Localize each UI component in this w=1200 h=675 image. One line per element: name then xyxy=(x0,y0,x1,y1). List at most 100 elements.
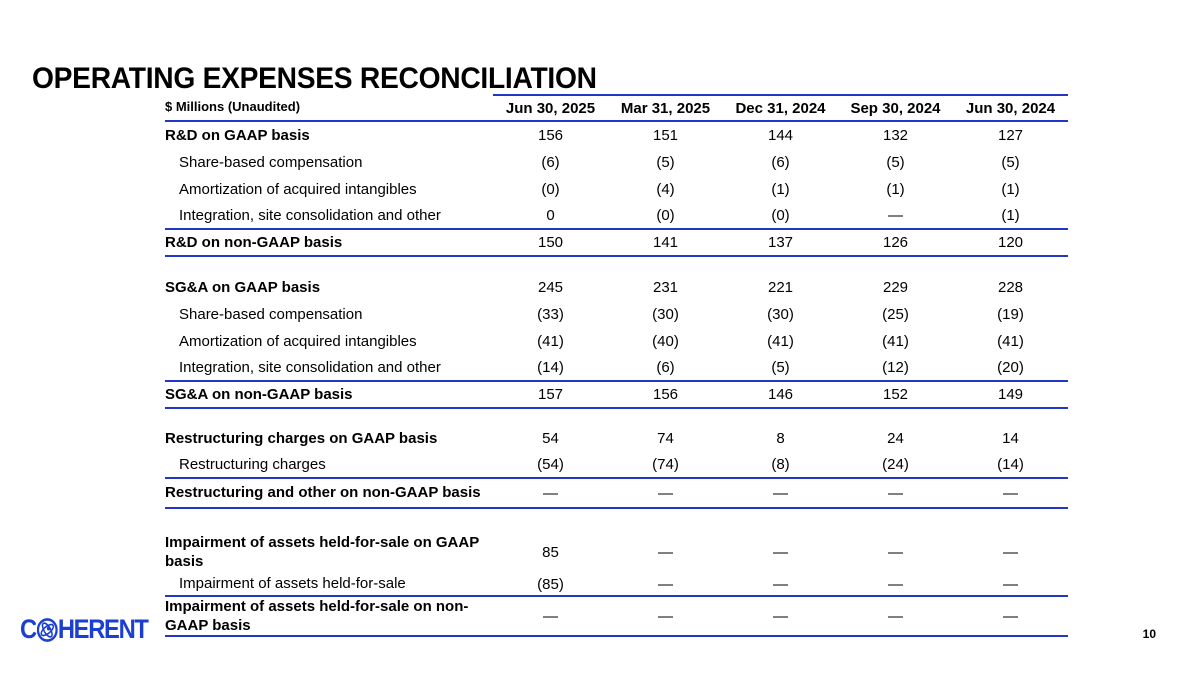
table-row: Restructuring charges on GAAP basis 54 74 8… xyxy=(165,425,1068,452)
cell-value: (5) xyxy=(656,154,675,171)
cell-value: — xyxy=(658,575,673,593)
row-label: SG&A on GAAP basis xyxy=(165,278,321,296)
column-header: Jun 30, 2024 xyxy=(965,99,1056,117)
cell-value: (1) xyxy=(886,181,905,198)
row-label: Impairment of assets held-for-sale on no… xyxy=(165,597,469,635)
cell-value: — xyxy=(773,543,788,561)
table-row: Integration, site consolidation and othe… xyxy=(165,203,1068,230)
cell-value: — xyxy=(543,484,558,502)
cell-value: (74) xyxy=(652,456,679,473)
cell-value: 150 xyxy=(537,234,564,251)
cell-value: 149 xyxy=(997,386,1024,403)
cell-value: 120 xyxy=(997,234,1024,251)
cell-value: 157 xyxy=(537,386,564,403)
logo-text-start: C xyxy=(20,614,37,644)
table-row: Integration, site consolidation and othe… xyxy=(165,355,1068,382)
row-label: Share-based compensation xyxy=(179,305,363,323)
cell-value: (40) xyxy=(652,333,679,350)
cell-value: — xyxy=(1003,543,1018,561)
cell-value: (5) xyxy=(886,154,905,171)
cell-value: 231 xyxy=(652,279,679,296)
row-values: (41) (40) (41) (41) (41) xyxy=(493,328,1068,355)
cell-value: (12) xyxy=(882,359,909,376)
row-values: (33) (30) (30) (25) (19) xyxy=(493,301,1068,328)
row-label: Restructuring charges on GAAP basis xyxy=(165,429,438,447)
row-values: 150 141 137 126 120 xyxy=(493,230,1068,255)
row-values: (14) (6) (5) (12) (20) xyxy=(493,355,1068,380)
table-row: Amortization of acquired intangibles (41)… xyxy=(165,328,1068,355)
table-row: Share-based compensation (6) (5) (6) (5) (5) xyxy=(165,149,1068,176)
cell-value: — xyxy=(888,207,903,224)
cell-value: (54) xyxy=(537,456,564,473)
cell-value: (6) xyxy=(771,154,790,171)
row-label: R&D on non-GAAP basis xyxy=(165,233,343,251)
cell-value: (0) xyxy=(771,207,790,224)
cell-value: 146 xyxy=(767,386,794,403)
table-row: Impairment of assets held-for-sale on GA… xyxy=(165,531,1068,573)
row-label: Amortization of acquired intangibles xyxy=(179,332,417,350)
row-values: 0 (0) (0) — (1) xyxy=(493,203,1068,228)
row-label: Integration, site consolidation and othe… xyxy=(179,206,441,224)
cell-value: (5) xyxy=(771,359,790,376)
table-row: SG&A on GAAP basis 245 231 221 229 228 xyxy=(165,274,1068,301)
table-row: Restructuring and other on non-GAAP basi… xyxy=(165,479,1068,509)
column-headers: Jun 30, 2025 Mar 31, 2025 Dec 31, 2024 Sep … xyxy=(493,94,1068,120)
cell-value: — xyxy=(658,607,673,625)
cell-value: (1) xyxy=(1001,181,1020,198)
row-label: Share-based compensation xyxy=(179,153,363,171)
cell-value: (14) xyxy=(537,359,564,376)
table-row: Share-based compensation (33) (30) (30) (25)… xyxy=(165,301,1068,328)
row-values: — — — — — xyxy=(493,597,1068,635)
cell-value: (85) xyxy=(537,575,564,593)
cell-value: (20) xyxy=(997,359,1024,376)
table-row: R&D on GAAP basis 156 151 144 132 127 xyxy=(165,122,1068,149)
cell-value: 156 xyxy=(537,127,564,144)
cell-value: 0 xyxy=(546,207,555,224)
row-values: 85 — — — — xyxy=(493,531,1068,573)
row-values: 156 151 144 132 127 xyxy=(493,122,1068,149)
row-values: 245 231 221 229 228 xyxy=(493,274,1068,301)
table-row: Impairment of assets held-for-sale (85) — —… xyxy=(165,573,1068,597)
cell-value: — xyxy=(1003,484,1018,502)
page-title: OPERATING EXPENSES RECONCILIATION xyxy=(32,62,597,96)
cell-value: (5) xyxy=(1001,154,1020,171)
expenses-table: $ Millions (Unaudited) Jun 30, 2025 Mar 3… xyxy=(165,94,1068,637)
cell-value: (4) xyxy=(656,181,675,198)
column-header: Mar 31, 2025 xyxy=(620,99,711,117)
table-row: Restructuring charges (54) (74) (8) (24) (14) xyxy=(165,452,1068,479)
cell-value: (41) xyxy=(767,333,794,350)
cell-value: — xyxy=(773,575,788,593)
row-values: (54) (74) (8) (24) (14) xyxy=(493,452,1068,477)
row-values: 54 74 8 24 14 xyxy=(493,425,1068,452)
cell-value: 245 xyxy=(537,279,564,296)
cell-value: 24 xyxy=(887,430,904,447)
cell-value: (1) xyxy=(1001,207,1020,224)
cell-value: — xyxy=(1003,575,1018,593)
unit-label: $ Millions (Unaudited) xyxy=(165,98,301,114)
cell-value: — xyxy=(658,484,673,502)
row-values: 157 156 146 152 149 xyxy=(493,382,1068,407)
cell-value: 8 xyxy=(776,430,785,447)
column-header: Jun 30, 2025 xyxy=(505,99,596,117)
row-label: Restructuring and other on non-GAAP basi… xyxy=(165,484,481,502)
cell-value: 221 xyxy=(767,279,794,296)
table-header-row: $ Millions (Unaudited) Jun 30, 2025 Mar 3… xyxy=(165,94,1068,122)
row-values: (0) (4) (1) (1) (1) xyxy=(493,176,1068,203)
row-label: Impairment of assets held-for-sale on GA… xyxy=(165,533,480,571)
cell-value: 141 xyxy=(652,234,679,251)
cell-value: (14) xyxy=(997,456,1024,473)
cell-value: (24) xyxy=(882,456,909,473)
cell-value: 228 xyxy=(997,279,1024,296)
cell-value: (1) xyxy=(771,181,790,198)
cell-value: 152 xyxy=(882,386,909,403)
cell-value: 156 xyxy=(652,386,679,403)
cell-value: — xyxy=(888,484,903,502)
cell-value: 126 xyxy=(882,234,909,251)
row-values: (6) (5) (6) (5) (5) xyxy=(493,149,1068,176)
cell-value: 54 xyxy=(542,430,559,447)
row-label: Impairment of assets held-for-sale xyxy=(179,575,406,593)
cell-value: 14 xyxy=(1002,430,1019,447)
table-row: R&D on non-GAAP basis 150 141 137 126 120 xyxy=(165,230,1068,257)
cell-value: — xyxy=(888,607,903,625)
